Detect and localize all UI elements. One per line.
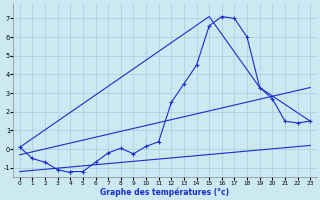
X-axis label: Graphe des températures (°c): Graphe des températures (°c) (100, 187, 229, 197)
